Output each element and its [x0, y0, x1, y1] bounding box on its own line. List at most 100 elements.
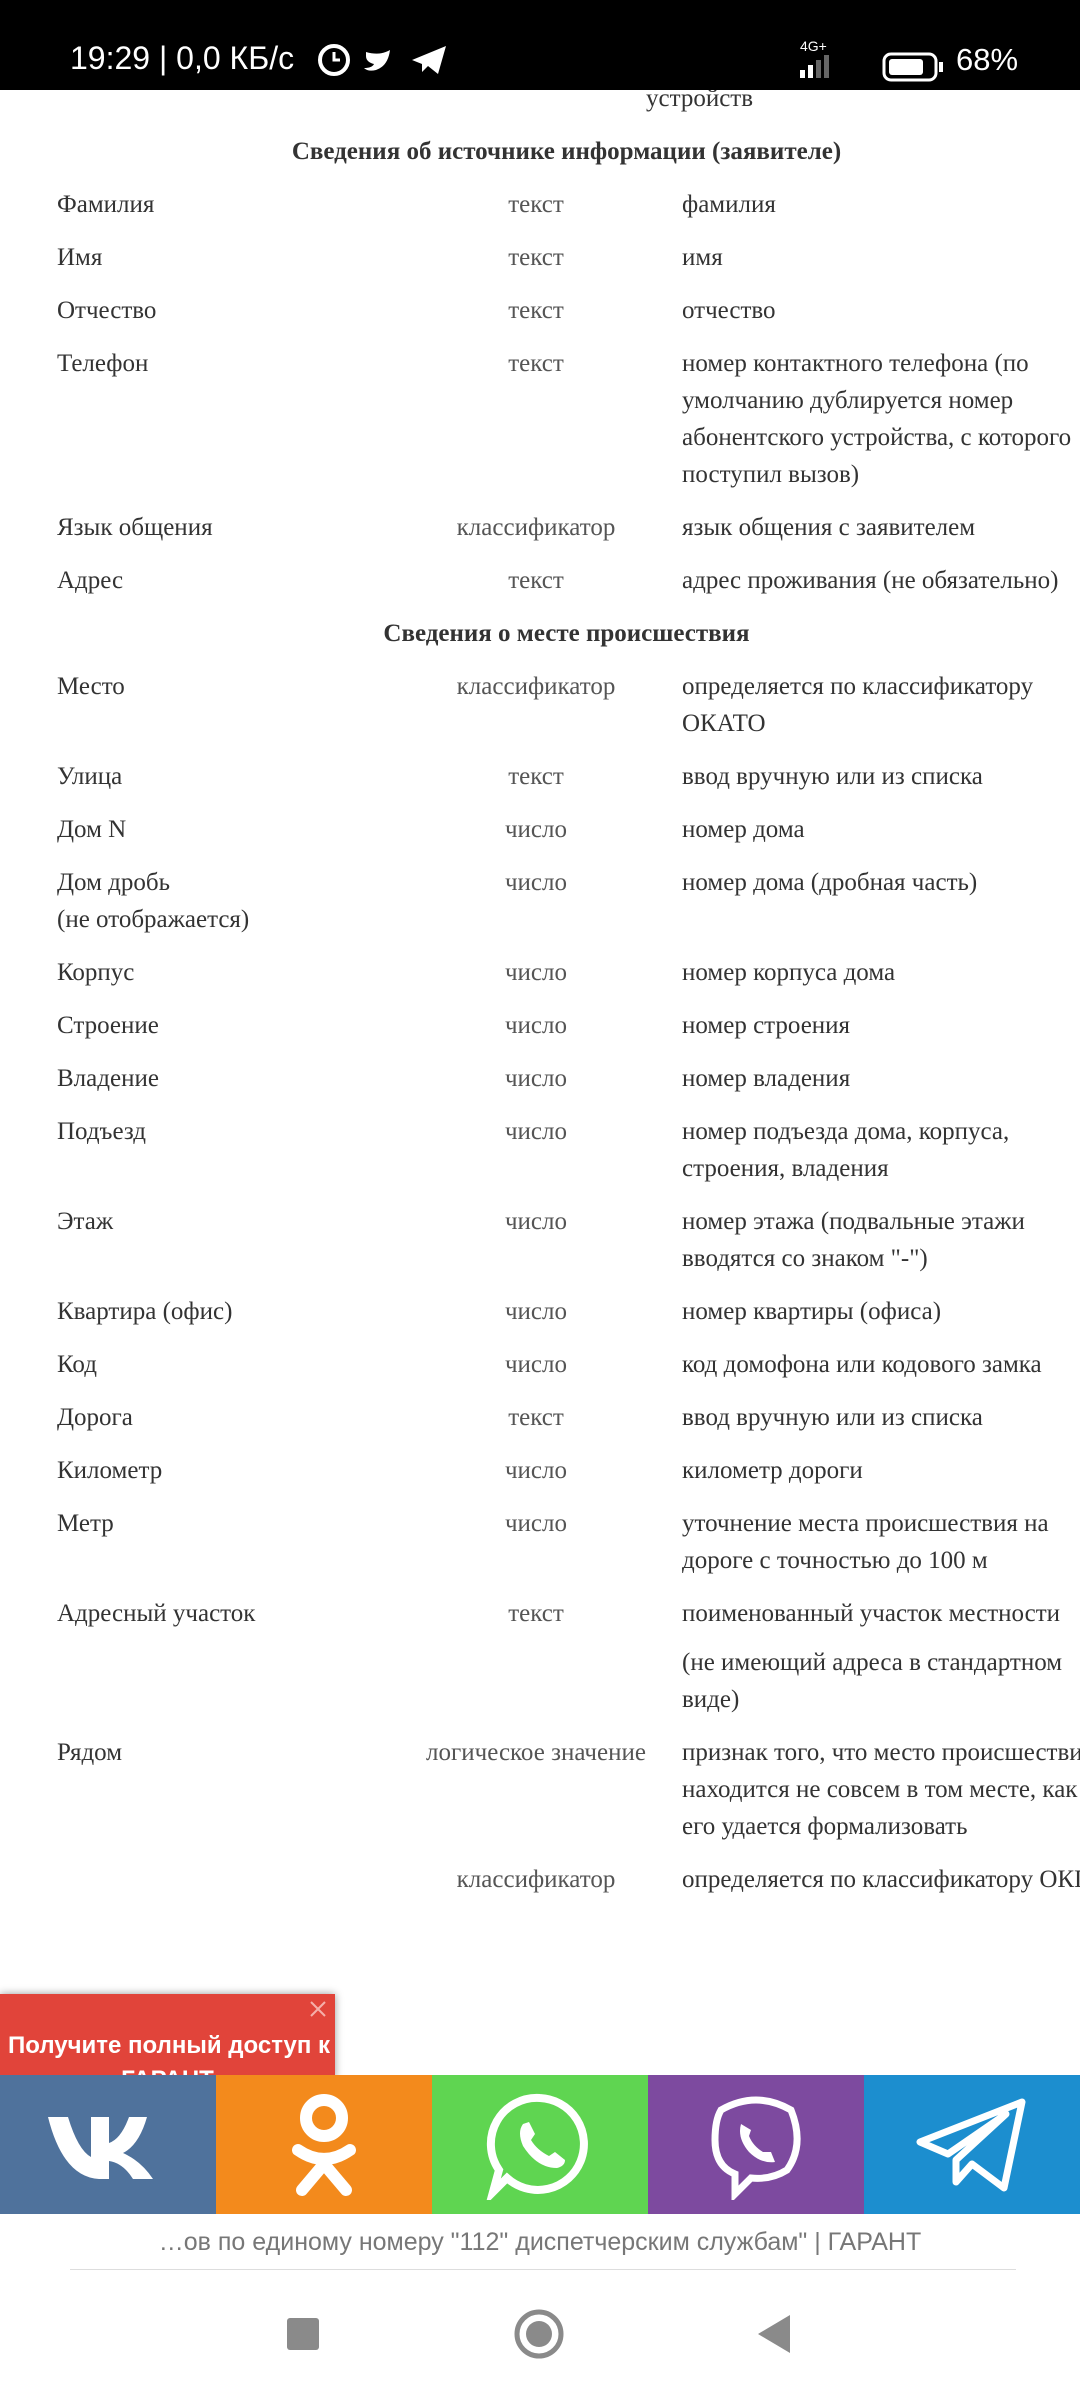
field-name-cell: Телефон — [57, 345, 390, 493]
share-whatsapp[interactable] — [432, 2075, 648, 2214]
field-desc: код домофона или кодового замка — [682, 1351, 1042, 1378]
field-desc: номер дома (дробная часть) — [682, 869, 978, 896]
field-desc: номер этажа (подвальные этажи вводятся с… — [682, 1208, 1025, 1272]
field-type: текст — [508, 763, 564, 790]
field-desc: определяется по классификатору ОКПО — [682, 1866, 1080, 1893]
field-desc-note: (не имеющий адреса в стандартном виде) — [682, 1649, 1063, 1713]
field-desc: адрес проживания (не обязательно) — [682, 567, 1059, 594]
field-desc: язык общения с заявителем — [682, 514, 976, 541]
field-desc-cell: поименованный участок местности (не имеющ… — [682, 1595, 1080, 1718]
field-name-cell: Корпус — [57, 954, 390, 991]
field-desc: номер подъезда дома, корпуса, строения, … — [682, 1118, 1010, 1182]
field-type: число — [504, 1457, 568, 1484]
field-name-cell: Имя — [57, 239, 390, 276]
field-name-note: (не отображается) — [57, 906, 250, 933]
field-name-cell: Дом N — [57, 811, 390, 848]
field-name-cell: Адрес — [57, 562, 390, 599]
field-desc-cell: номер подъезда дома, корпуса, строения, … — [682, 1113, 1080, 1187]
field-name-cell: Язык общения — [57, 509, 390, 546]
field-name: Дом дробь — [57, 869, 170, 896]
popup-text: Получите полный доступ к — [8, 2032, 331, 2059]
field-desc: уточнение места происшествия на дороге с… — [682, 1510, 1049, 1574]
status-bar: 19:29 | 0,0 КБ/с 4G+ 68% — [0, 0, 1080, 90]
table-row: Дорога текст ввод вручную или из списка — [0, 1399, 1080, 1452]
field-desc-cell: определяется по классификатору ОКАТО — [682, 668, 1080, 742]
table-row: Подъезд число номер подъезда дома, корпуса… — [0, 1113, 1080, 1203]
table-row: Этаж число номер этажа (подвальные этажи в… — [0, 1203, 1080, 1293]
field-desc: определяется по классификатору ОКАТО — [682, 673, 1034, 737]
field-name: Адресный участок — [57, 1600, 256, 1627]
field-name: Код — [57, 1351, 97, 1378]
field-name-cell: Дом дробь (не отображается) — [57, 864, 390, 938]
table-row: Корпус число номер корпуса дома — [0, 954, 1080, 1007]
field-name: Язык общения — [57, 514, 213, 541]
field-name-cell: Код — [57, 1346, 390, 1383]
share-vk[interactable] — [0, 2075, 216, 2214]
field-name: Место — [57, 673, 125, 700]
share-viber[interactable] — [648, 2075, 864, 2214]
field-name-cell: Строение — [57, 1007, 390, 1044]
subscribe-popup[interactable]: Получите полный доступ к ГАРАНТ — [0, 1994, 335, 2080]
field-name: Квартира (офис) — [57, 1298, 233, 1325]
field-name-cell: Владение — [57, 1060, 390, 1097]
field-desc-cell: номер владения — [682, 1060, 1080, 1097]
table-row: Строение число номер строения — [0, 1007, 1080, 1060]
field-desc: отчество — [682, 297, 776, 324]
home-button[interactable] — [514, 2309, 564, 2359]
field-type: текст — [508, 1600, 564, 1627]
field-name-cell: Фамилия — [57, 186, 390, 223]
field-type: число — [504, 1118, 568, 1145]
field-name: Улица — [57, 763, 123, 790]
field-desc-cell: определяется по классификатору ОКПО — [682, 1861, 1080, 1898]
field-desc-cell: номер корпуса дома — [682, 954, 1080, 991]
field-desc-cell: имя — [682, 239, 1080, 276]
table-row: Имя текст имя — [0, 239, 1080, 292]
field-type: текст — [508, 191, 564, 218]
table-row: Рядом логическое значение признак того, чт… — [0, 1734, 1080, 1861]
field-name-cell: Квартира (офис) — [57, 1293, 390, 1330]
separator — [70, 2269, 1016, 2270]
field-desc-cell: номер строения — [682, 1007, 1080, 1044]
signal-battery — [800, 52, 943, 82]
close-button[interactable] — [309, 2000, 327, 2018]
table-row: Место классификатор определяется по класси… — [0, 668, 1080, 758]
table-row: Дом N число номер дома — [0, 811, 1080, 864]
field-desc: поименованный участок местности — [682, 1600, 1061, 1627]
field-name-cell: Адресный участок — [57, 1595, 390, 1718]
field-desc-cell: отчество — [682, 292, 1080, 329]
back-button[interactable] — [758, 2315, 790, 2353]
field-name: Дорога — [57, 1404, 133, 1431]
field-desc-cell: код домофона или кодового замка — [682, 1346, 1080, 1383]
field-name: Фамилия — [57, 191, 155, 218]
field-desc: номер корпуса дома — [682, 959, 896, 986]
field-name-cell — [57, 1861, 390, 1898]
table-row: Отчество текст отчество — [0, 292, 1080, 345]
field-name: Владение — [57, 1065, 159, 1092]
recents-button[interactable] — [287, 2318, 319, 2350]
share-bar — [0, 2075, 1080, 2214]
field-name: Дом N — [57, 816, 127, 843]
table-row: Владение число номер владения — [0, 1060, 1080, 1113]
field-desc-cell: уточнение места происшествия на дороге с… — [682, 1505, 1080, 1579]
field-name: Этаж — [57, 1208, 114, 1235]
field-desc: ввод вручную или из списка — [682, 763, 983, 790]
field-name: Отчество — [57, 297, 157, 324]
table-row: Улица текст ввод вручную или из списка — [0, 758, 1080, 811]
share-ok[interactable] — [216, 2075, 432, 2214]
field-name: Телефон — [57, 350, 149, 377]
field-desc: признак того, что место происшествия нах… — [682, 1739, 1080, 1840]
field-name: Рядом — [57, 1739, 123, 1766]
field-type: число — [504, 869, 568, 896]
field-desc-cell: ввод вручную или из списка — [682, 1399, 1080, 1436]
field-desc: имя — [682, 244, 723, 271]
field-desc-cell: адрес проживания (не обязательно) — [682, 562, 1080, 599]
field-type: число — [504, 1208, 568, 1235]
field-name: Имя — [57, 244, 103, 271]
field-desc: фамилия — [682, 191, 776, 218]
status-icons — [318, 44, 446, 76]
share-telegram[interactable] — [864, 2075, 1080, 2214]
field-name-cell: Километр — [57, 1452, 390, 1489]
nav-bar — [287, 2309, 790, 2359]
home-dot — [526, 2321, 552, 2347]
